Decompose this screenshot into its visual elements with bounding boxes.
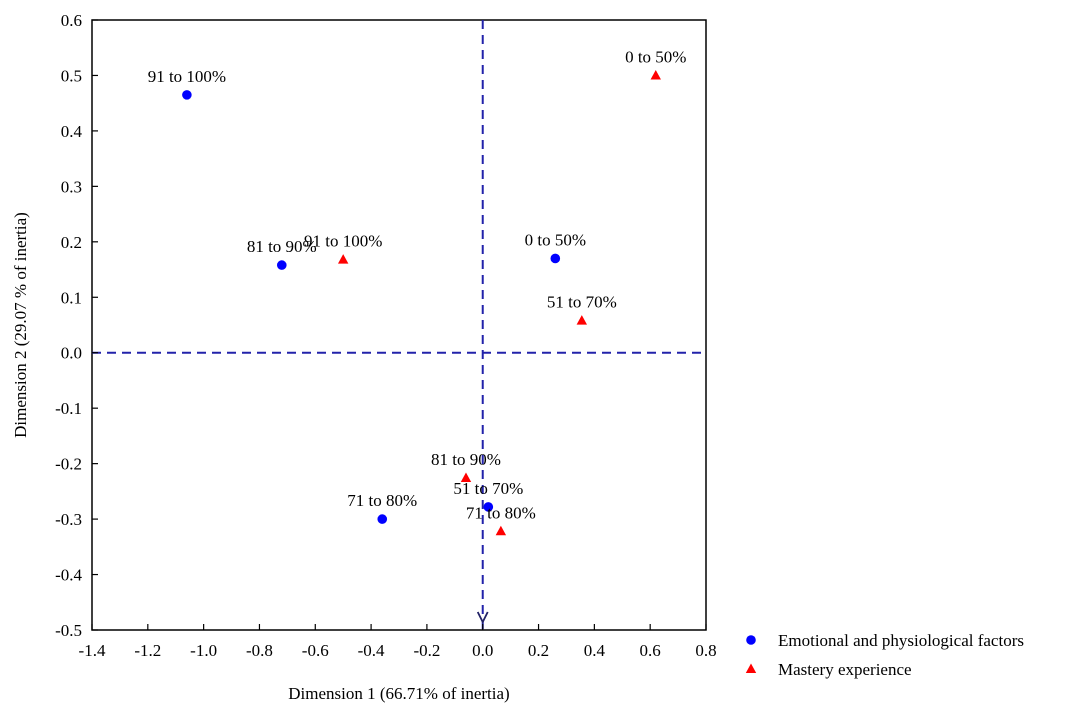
reference-lines [92, 20, 706, 630]
x-axis-title: Dimension 1 (66.71% of inertia) [288, 684, 509, 703]
x-tick-label: -0.8 [246, 641, 273, 660]
data-point-emotional [276, 260, 287, 270]
y-tick-label: -0.3 [55, 510, 82, 529]
y-tick-label: -0.2 [55, 455, 82, 474]
point-label: 71 to 80% [466, 503, 536, 522]
data-point-mastery [650, 69, 661, 80]
axis-arrowhead [476, 611, 489, 625]
y-axis: 0.6 0.5 0.4 0.3 0.2 0.1 0.0 -0.1 -0.2 -0.3 -0.4 -0.… [55, 11, 98, 640]
legend: Emotional and physiological factors Maste… [745, 631, 1024, 679]
x-tick-label: 0.2 [528, 641, 549, 660]
y-tick-label: 0.4 [61, 122, 83, 141]
data-points [182, 69, 661, 536]
point-label: 0 to 50% [525, 230, 586, 249]
legend-label: Mastery experience [778, 660, 912, 679]
x-tick-label: 0.6 [640, 641, 661, 660]
data-point-mastery [337, 254, 349, 264]
legend-marker-emotional [746, 635, 756, 645]
point-label: 51 to 70% [547, 293, 617, 312]
data-point-emotional [377, 514, 388, 524]
y-tick-label: -0.1 [55, 399, 82, 418]
y-tick-label: 0.5 [61, 66, 82, 85]
y-axis-title: Dimension 2 (29.07 % of inertia) [11, 212, 30, 438]
legend-label: Emotional and physiological factors [778, 631, 1024, 650]
y-tick-label: 0.6 [61, 11, 82, 30]
data-point-mastery [576, 315, 588, 325]
point-label: 51 to 70% [453, 479, 523, 498]
x-tick-label: -0.2 [413, 641, 440, 660]
x-tick-label: 0.4 [584, 641, 606, 660]
point-label: 81 to 90% [247, 237, 317, 256]
x-tick-label: -1.4 [79, 641, 106, 660]
data-point-emotional [550, 253, 561, 264]
y-tick-label: 0.2 [61, 233, 82, 252]
x-axis: -1.4 -1.2 -1.0 -0.8 -0.6 -0.4 -0.2 0.0 0.2 0.4 0.6… [79, 624, 717, 660]
legend-marker-mastery [745, 663, 757, 673]
x-tick-label: 0.0 [472, 641, 493, 660]
point-label: 0 to 50% [625, 47, 686, 66]
data-point-mastery [460, 472, 472, 483]
plot-frame [91, 19, 707, 631]
x-tick-label: -0.4 [358, 641, 385, 660]
x-tick-label: -1.2 [134, 641, 161, 660]
y-tick-label: 0.0 [61, 344, 82, 363]
point-label: 81 to 90% [431, 450, 501, 469]
data-point-emotional [483, 502, 494, 512]
x-tick-label: 0.8 [695, 641, 716, 660]
y-tick-label: 0.3 [61, 177, 82, 196]
y-tick-label: -0.4 [55, 566, 82, 585]
x-tick-label: -1.0 [190, 641, 217, 660]
data-point-emotional [182, 90, 192, 100]
point-label: 91 to 100% [304, 232, 382, 251]
point-label: 71 to 80% [347, 491, 417, 510]
y-tick-label: 0.1 [61, 288, 82, 307]
data-point-mastery [495, 525, 507, 536]
point-label: 91 to 100% [148, 67, 226, 86]
y-tick-label: -0.5 [55, 621, 82, 640]
x-tick-label: -0.6 [302, 641, 329, 660]
point-labels: 91 to 100%81 to 90% 0 to 50%71 to 80%51 t… [148, 47, 687, 522]
